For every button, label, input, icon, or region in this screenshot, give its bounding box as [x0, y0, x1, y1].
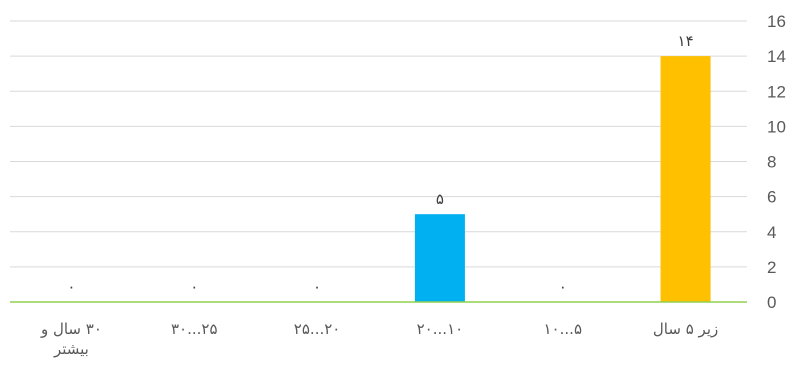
- data-label: ۰: [559, 278, 567, 296]
- y-tick-label: 4: [767, 223, 776, 242]
- data-label: ۱۴: [678, 32, 694, 50]
- data-label: ۵: [436, 190, 444, 208]
- y-tick-label: 10: [767, 117, 786, 136]
- bar: [660, 56, 711, 302]
- x-tick-label: زیر ۵ سال: [653, 320, 718, 338]
- data-label: ۰: [190, 278, 198, 296]
- bars: [414, 56, 711, 302]
- y-tick-label: 16: [767, 12, 786, 31]
- x-tick-label: ۳۰ سال و: [40, 320, 102, 338]
- y-tick-label: 0: [767, 293, 776, 312]
- bar: [414, 214, 465, 302]
- y-tick-label: 14: [767, 47, 786, 66]
- x-tick-label: ۵...۱۰: [544, 320, 583, 338]
- y-tick-label: 6: [767, 188, 776, 207]
- y-axis-ticks: 0 2 4 6 8 10 12 14 16: [767, 12, 786, 312]
- gridlines: [10, 20, 747, 268]
- x-tick-label: ۱۰...۲۰: [417, 320, 464, 338]
- y-tick-label: 2: [767, 258, 776, 277]
- data-label: ۰: [313, 278, 321, 296]
- data-labels: ۱۴ ۰ ۵ ۰ ۰ ۰: [67, 32, 693, 296]
- y-tick-label: 12: [767, 82, 786, 101]
- y-tick-label: 8: [767, 153, 776, 172]
- x-axis-labels: زیر ۵ سال ۵...۱۰ ۱۰...۲۰ ۲۰...۲۵ ۲۵...۳۰ ۳۰ س…: [40, 320, 718, 358]
- x-tick-label: بیشتر: [53, 340, 89, 358]
- data-label: ۰: [67, 278, 75, 296]
- x-tick-label: ۲۵...۳۰: [171, 320, 218, 338]
- x-tick-label: ۲۰...۲۵: [294, 320, 341, 338]
